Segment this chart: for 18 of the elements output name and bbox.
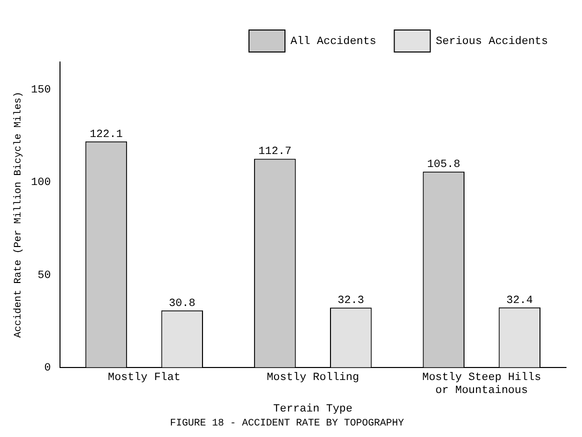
y-axis-title: Accident Rate (Per Million Bicycle Miles) xyxy=(12,92,25,338)
data-label: 105.8 xyxy=(427,158,460,171)
x-tick-label: Mostly Rolling xyxy=(266,372,360,384)
legend-label: Serious Accidents xyxy=(436,36,548,48)
x-tick-label: Mostly Flat xyxy=(108,372,180,384)
y-tick-label: 100 xyxy=(30,177,51,190)
x-tick-label: Mostly Steep Hills or Mountainous xyxy=(422,372,542,398)
data-label: 32.3 xyxy=(338,295,364,308)
data-label: 122.1 xyxy=(90,128,124,141)
y-tick-label: 150 xyxy=(30,84,51,97)
y-tick-label: 50 xyxy=(38,270,51,282)
x-axis-title: Terrain Type xyxy=(273,403,353,416)
data-label: 30.8 xyxy=(168,298,196,310)
text: FIGURE 18 - ACCIDENT RATE BY TOPOGRAPHY xyxy=(170,418,404,430)
data-label: 32.4 xyxy=(506,294,534,307)
legend-label: All Accidents xyxy=(290,36,376,48)
data-label: 112.7 xyxy=(258,146,292,158)
y-tick-label: 0 xyxy=(44,362,51,374)
